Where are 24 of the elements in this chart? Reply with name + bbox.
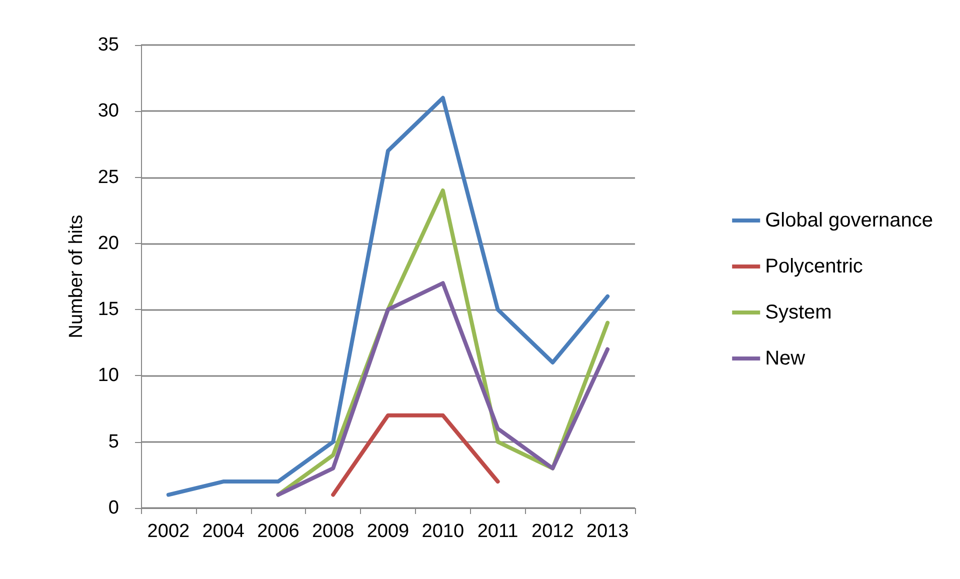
y-tick-label: 20 (98, 232, 119, 254)
x-tick-label: 2012 (532, 521, 574, 542)
x-tick-label: 2009 (366, 521, 410, 542)
y-tick-label: 15 (98, 299, 119, 320)
line-series (276, 281, 610, 497)
x-tick-label: 2013 (586, 521, 629, 542)
y-tick-label: 35 (98, 34, 119, 56)
y-tick-label: 10 (98, 365, 119, 386)
x-tick-label: 2006 (257, 521, 300, 542)
legend-label: Global governance (765, 210, 933, 232)
x-tick-label: 2004 (202, 521, 245, 542)
y-tick-label: 25 (98, 166, 119, 188)
y-tick-label: 5 (108, 431, 119, 452)
legend-label: New (765, 348, 806, 370)
x-tick-label: 2010 (422, 521, 464, 542)
x-tick-label: 2011 (477, 521, 518, 542)
x-tick-label: 2002 (147, 521, 190, 542)
y-tick-label: 0 (108, 498, 119, 518)
legend-label: Polycentric (765, 256, 863, 278)
line-series (166, 96, 610, 497)
y-tick-label: 30 (98, 100, 119, 122)
y-axis-title: Number of hits (66, 214, 87, 338)
legend-label: System (765, 302, 832, 324)
x-tick-label: 2008 (312, 521, 354, 542)
